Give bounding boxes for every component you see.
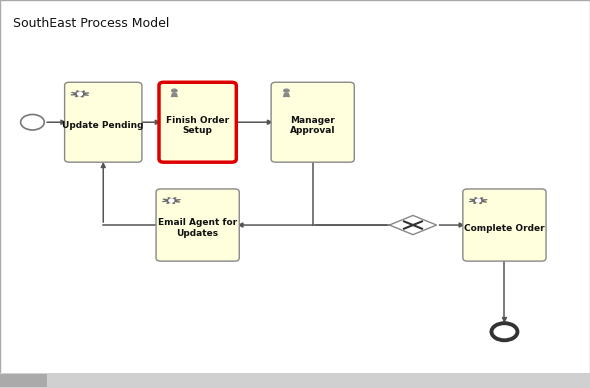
Polygon shape <box>162 197 181 204</box>
Polygon shape <box>283 93 290 97</box>
Text: Complete Order: Complete Order <box>464 223 545 233</box>
Text: Manager
Approval: Manager Approval <box>290 116 336 135</box>
FancyBboxPatch shape <box>64 82 142 162</box>
FancyBboxPatch shape <box>271 82 354 162</box>
FancyBboxPatch shape <box>156 189 240 261</box>
Circle shape <box>171 88 178 93</box>
Circle shape <box>77 92 83 95</box>
Circle shape <box>169 199 174 202</box>
Text: Finish Order
Setup: Finish Order Setup <box>166 116 229 135</box>
Text: Update Pending: Update Pending <box>63 121 144 130</box>
FancyBboxPatch shape <box>0 374 47 387</box>
Circle shape <box>491 323 517 340</box>
Polygon shape <box>71 90 89 97</box>
Text: SouthEast Process Model: SouthEast Process Model <box>13 17 169 31</box>
FancyBboxPatch shape <box>0 373 590 388</box>
FancyBboxPatch shape <box>0 0 590 374</box>
FancyBboxPatch shape <box>159 82 236 162</box>
Polygon shape <box>469 197 487 204</box>
Text: Email Agent for
Updates: Email Agent for Updates <box>158 218 237 238</box>
Polygon shape <box>389 215 437 235</box>
Circle shape <box>476 199 481 202</box>
FancyBboxPatch shape <box>463 189 546 261</box>
Polygon shape <box>171 93 178 97</box>
Circle shape <box>21 114 44 130</box>
Circle shape <box>283 88 290 93</box>
